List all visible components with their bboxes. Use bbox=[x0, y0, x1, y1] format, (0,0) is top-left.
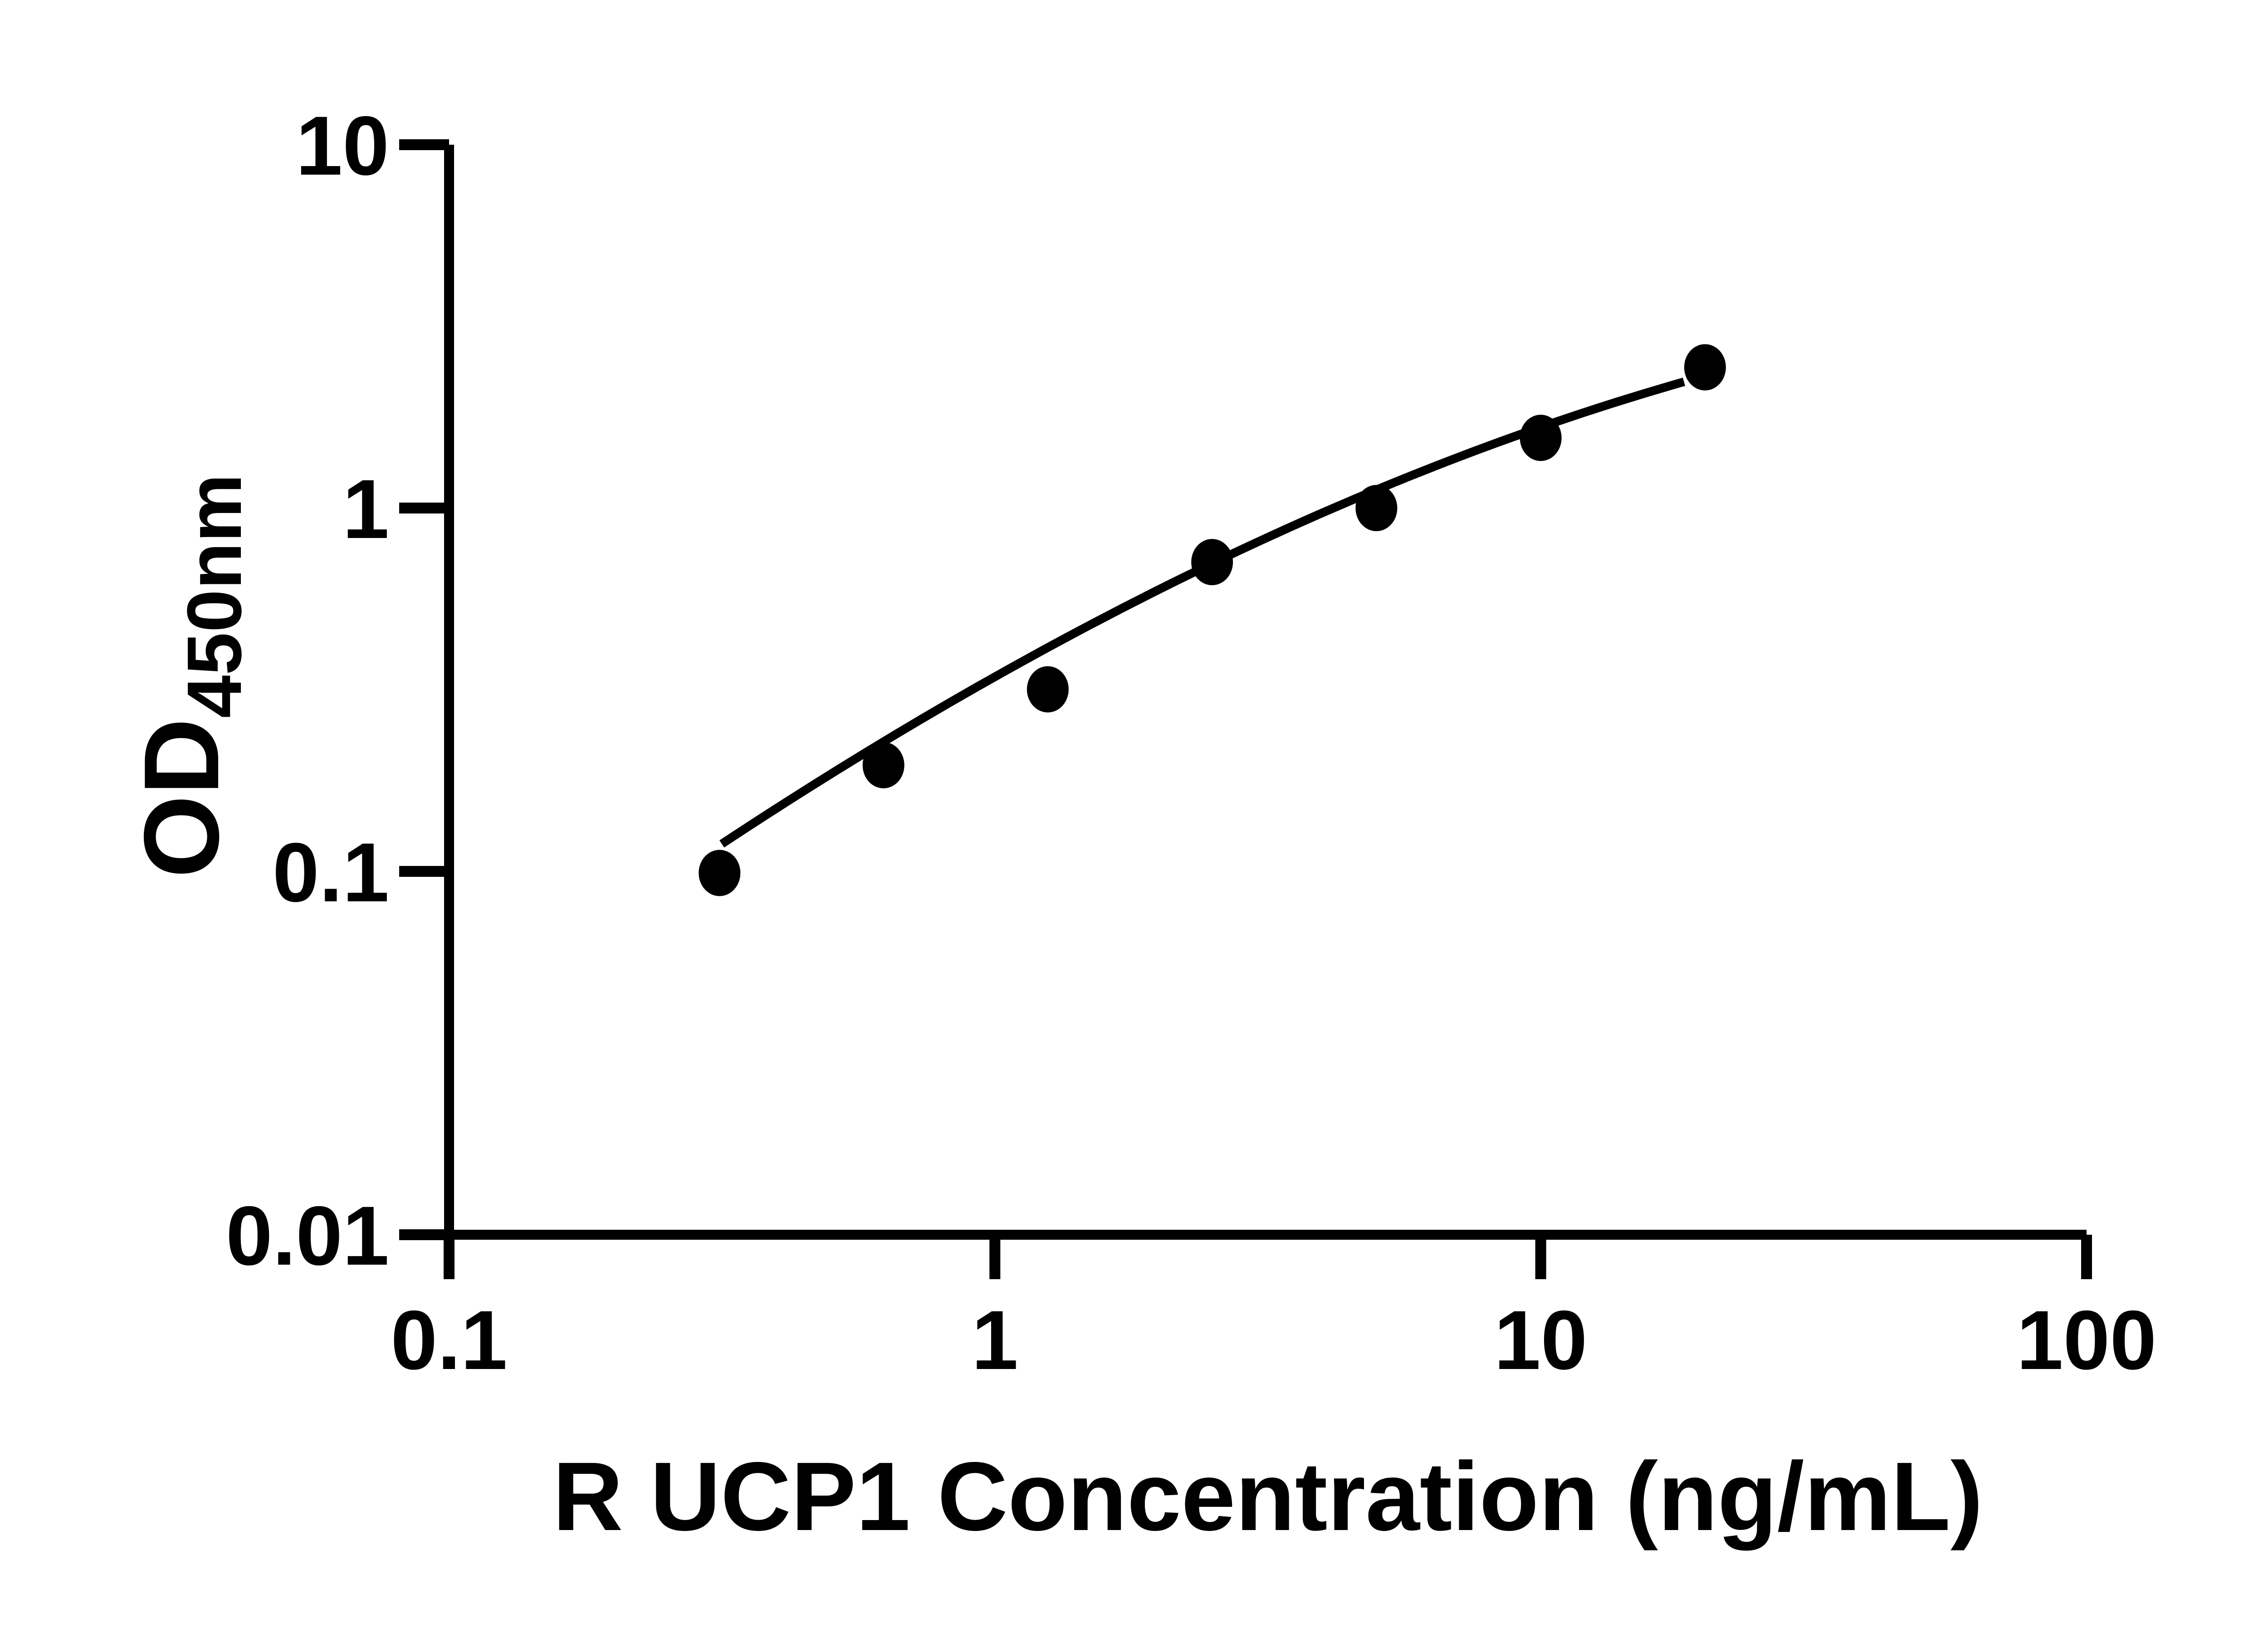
data-point bbox=[699, 850, 741, 896]
x-tick-label: 10 bbox=[1494, 1294, 1588, 1387]
data-point bbox=[1026, 666, 1069, 713]
y-tick-label: 0.1 bbox=[273, 826, 389, 919]
axis-spine bbox=[444, 145, 2087, 1240]
x-tick-label: 100 bbox=[2017, 1294, 2157, 1387]
y-axis-title-main: OD bbox=[122, 718, 241, 878]
data-point bbox=[1355, 485, 1398, 531]
y-axis-title-subscript: 450nm bbox=[171, 474, 258, 719]
y-tick-label: 1 bbox=[342, 463, 389, 556]
data-point bbox=[1191, 539, 1233, 586]
data-point bbox=[1520, 415, 1562, 461]
y-axis-title: OD450nm bbox=[120, 404, 258, 948]
y-tick-label: 0.01 bbox=[226, 1189, 389, 1283]
y-tick-label: 10 bbox=[296, 99, 389, 193]
x-tick-label: 1 bbox=[972, 1294, 1018, 1387]
x-tick-label: 0.1 bbox=[391, 1294, 507, 1387]
x-axis-title: R UCP1 Concentration (ng/mL) bbox=[552, 1442, 1983, 1551]
data-point bbox=[862, 742, 904, 788]
data-point bbox=[1684, 344, 1726, 391]
